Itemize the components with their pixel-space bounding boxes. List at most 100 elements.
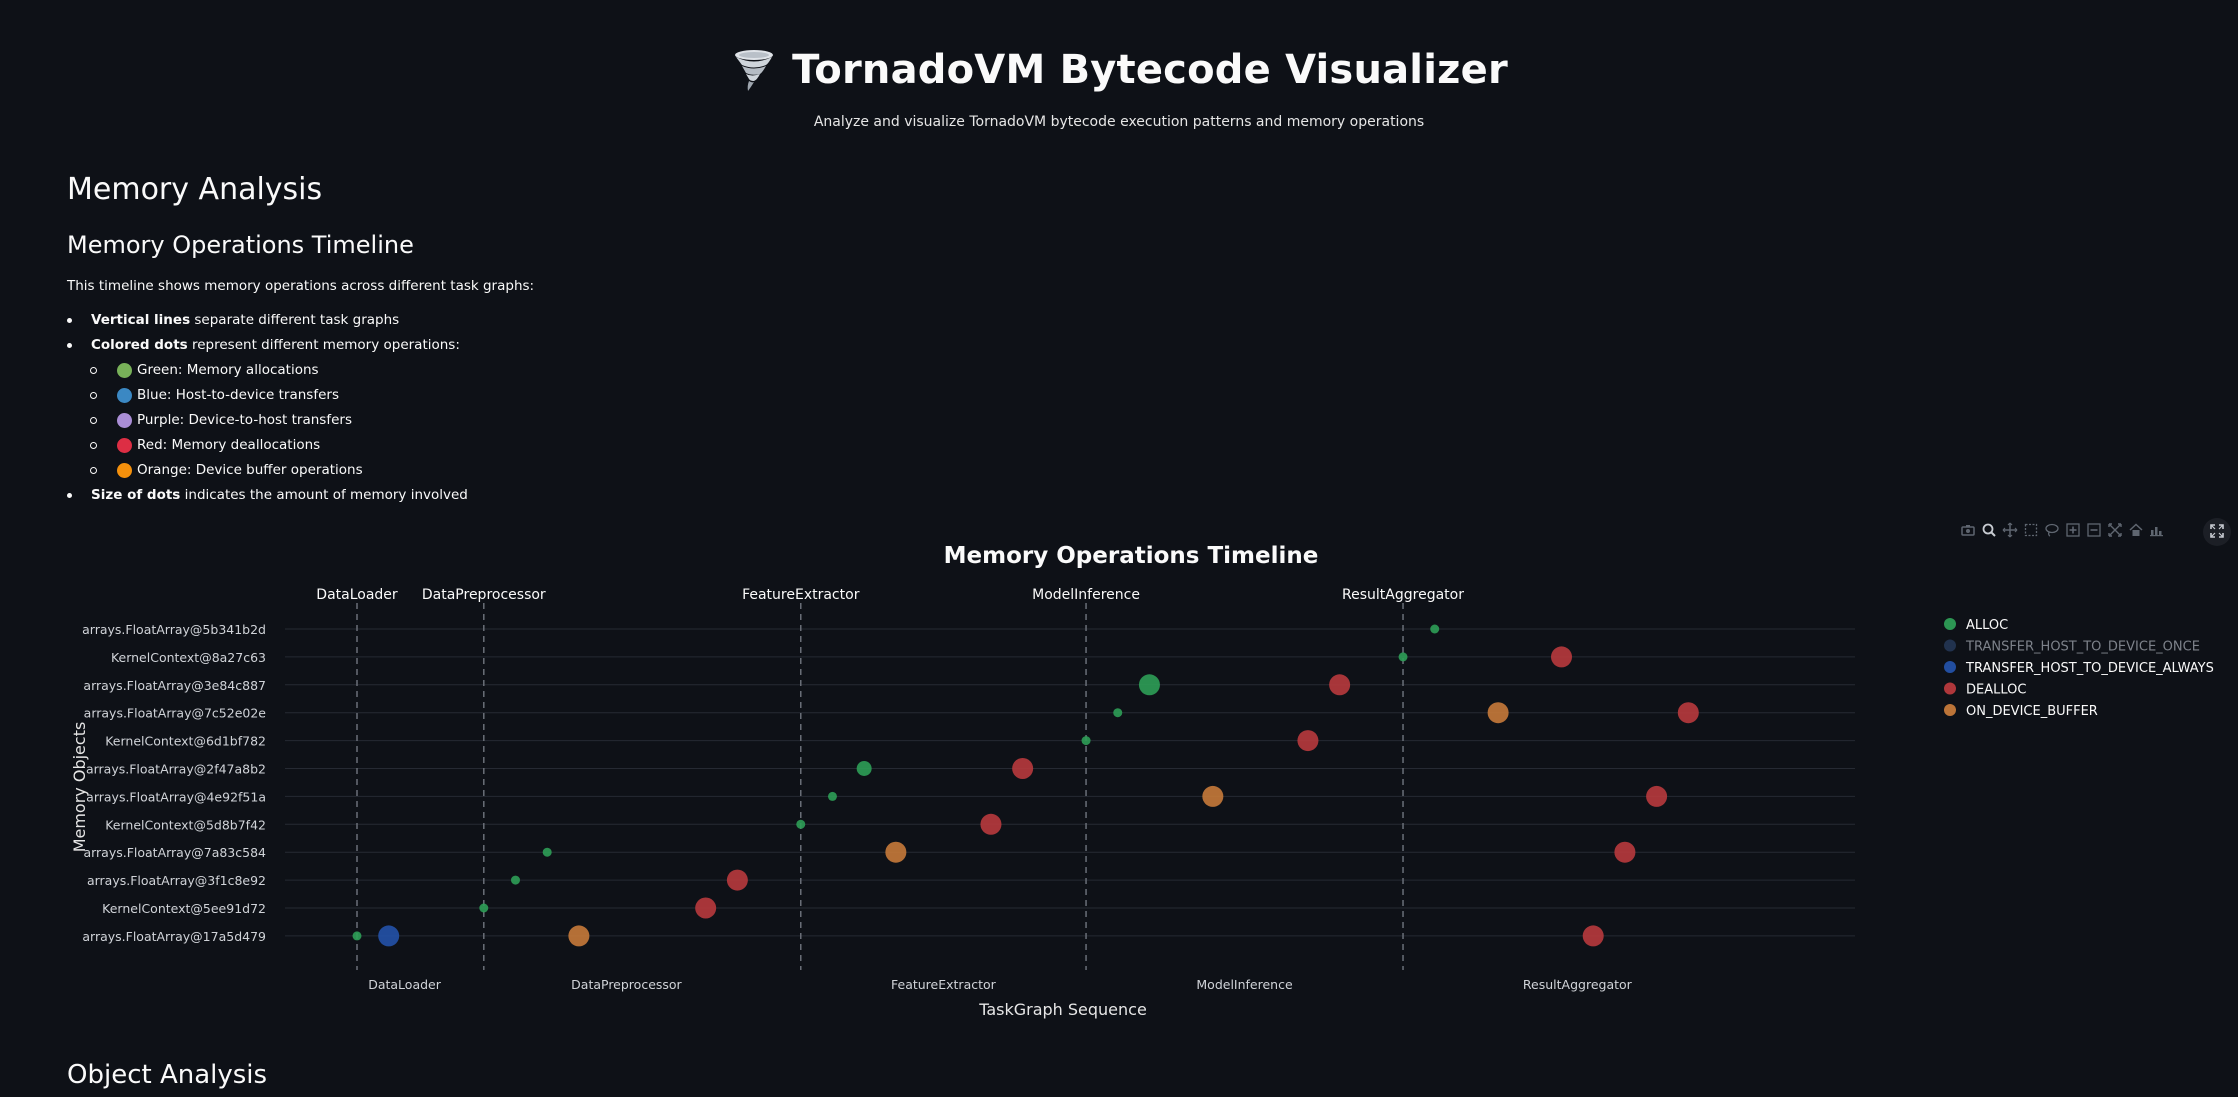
data-point-on-device-buffer[interactable] [568, 925, 590, 947]
x-tick-label: DataPreprocessor [571, 977, 682, 992]
list-item-bold: Size of dots [91, 487, 181, 503]
zoom-out-icon[interactable] [2086, 522, 2102, 538]
legend-label: TRANSFER_HOST_TO_DEVICE_ONCE [1965, 640, 2200, 655]
hollow-bullet-icon [90, 417, 97, 424]
data-point-alloc[interactable] [827, 791, 837, 801]
list-item-text: separate different task graphs [190, 312, 400, 328]
data-point-dealloc[interactable] [1329, 674, 1351, 696]
data-point-alloc[interactable] [1081, 736, 1091, 746]
app-header: TornadoVM Bytecode Visualizer [0, 46, 2238, 94]
bullet-icon [67, 493, 72, 498]
hollow-bullet-icon [90, 392, 97, 399]
taskgraph-label: FeatureExtractor [742, 587, 860, 603]
orange-circle-icon [117, 463, 132, 478]
legend-item[interactable]: DEALLOC [1944, 682, 2026, 698]
purple-circle-icon [117, 413, 132, 428]
chart-title: Memory Operations Timeline [944, 543, 1319, 569]
red-circle-icon [117, 438, 132, 453]
legend-marker [1944, 639, 1956, 652]
y-tick-label: KernelContext@5d8b7f42 [105, 817, 266, 832]
sub-list-item-text: Purple: Device-to-host transfers [137, 412, 352, 428]
sub-list-item-text: Blue: Host-to-device transfers [137, 387, 339, 403]
data-point-dealloc[interactable] [726, 869, 748, 891]
zoom-in-icon[interactable] [2065, 522, 2081, 538]
data-point-transfer-host-to-device-always[interactable] [378, 925, 400, 947]
chart-toolbar [1960, 522, 2165, 538]
app-title: TornadoVM Bytecode Visualizer [792, 47, 1508, 93]
legend-marker [1944, 704, 1956, 716]
pan-icon[interactable] [2002, 522, 2018, 538]
list-item-text: indicates the amount of memory involved [180, 487, 468, 503]
lasso-select-icon[interactable] [2044, 522, 2060, 538]
data-point-on-device-buffer[interactable] [885, 841, 907, 863]
data-point-alloc[interactable] [510, 875, 520, 885]
legend-label: DEALLOC [1966, 683, 2026, 698]
data-point-dealloc[interactable] [1677, 702, 1699, 724]
blue-circle-icon [117, 388, 132, 403]
data-point-alloc[interactable] [1138, 674, 1160, 696]
data-point-on-device-buffer[interactable] [1487, 702, 1509, 724]
tornado-icon [730, 46, 778, 94]
sub-list-item-text: Orange: Device buffer operations [137, 462, 363, 478]
taskgraph-label: ResultAggregator [1342, 587, 1464, 603]
plotly-logo-icon[interactable] [2149, 522, 2165, 538]
y-tick-label: KernelContext@6d1bf782 [105, 734, 266, 749]
legend-item[interactable]: ON_DEVICE_BUFFER [1944, 704, 2098, 719]
data-point-dealloc[interactable] [1582, 925, 1604, 947]
data-point-dealloc[interactable] [1551, 646, 1573, 668]
y-tick-label: KernelContext@8a27c63 [111, 650, 266, 665]
autoscale-icon[interactable] [2107, 522, 2123, 538]
y-tick-label: arrays.FloatArray@4e92f51a [86, 789, 266, 804]
fullscreen-button[interactable] [2203, 518, 2231, 546]
sub-list-item-text: Green: Memory allocations [137, 362, 319, 378]
y-tick-label: arrays.FloatArray@2f47a8b2 [86, 762, 266, 777]
legend-marker [1944, 682, 1956, 695]
x-axis-title: TaskGraph Sequence [978, 1000, 1147, 1019]
data-point-alloc[interactable] [1113, 708, 1123, 718]
y-tick-label: KernelContext@5ee91d72 [102, 901, 266, 916]
y-tick-label: arrays.FloatArray@5b341b2d [82, 622, 266, 637]
section-subheading: Memory Operations Timeline [67, 231, 414, 259]
data-point-dealloc[interactable] [695, 897, 717, 919]
bullet-icon [67, 343, 72, 348]
y-tick-label: arrays.FloatArray@3f1c8e92 [87, 873, 266, 888]
list-item-text: represent different memory operations: [187, 337, 460, 353]
x-tick-label: FeatureExtractor [891, 977, 997, 992]
data-point-alloc[interactable] [352, 931, 362, 941]
legend-item[interactable]: ALLOC [1944, 618, 2008, 633]
data-point-dealloc[interactable] [1646, 785, 1668, 807]
list-item-bold: Vertical lines [91, 312, 191, 328]
data-point-alloc[interactable] [1398, 652, 1408, 662]
x-tick-label: DataLoader [368, 977, 442, 992]
data-point-dealloc[interactable] [1297, 730, 1319, 752]
data-point-dealloc[interactable] [980, 813, 1002, 835]
data-point-alloc[interactable] [1430, 624, 1440, 634]
x-tick-label: ModelInference [1196, 977, 1293, 992]
data-point-on-device-buffer[interactable] [1202, 785, 1224, 807]
y-tick-label: arrays.FloatArray@17a5d479 [82, 929, 266, 944]
camera-icon[interactable] [1960, 522, 1976, 538]
data-point-dealloc[interactable] [1012, 758, 1034, 779]
legend-item[interactable]: TRANSFER_HOST_TO_DEVICE_ALWAYS [1944, 661, 2214, 676]
zoom-icon[interactable] [1981, 522, 1997, 538]
data-point-alloc[interactable] [542, 847, 552, 857]
legend-label: ALLOC [1966, 618, 2008, 633]
list-item-bold: Colored dots [91, 337, 188, 353]
legend-item[interactable]: TRANSFER_HOST_TO_DEVICE_ONCE [1944, 639, 2200, 655]
taskgraph-label: DataPreprocessor [422, 587, 546, 603]
legend-label: TRANSFER_HOST_TO_DEVICE_ALWAYS [1965, 661, 2214, 676]
reset-axes-icon[interactable] [2128, 522, 2144, 538]
data-point-alloc[interactable] [479, 903, 489, 913]
data-point-dealloc[interactable] [1614, 841, 1636, 863]
data-point-alloc[interactable] [796, 819, 806, 829]
data-point-alloc[interactable] [856, 761, 872, 776]
app-subtitle: Analyze and visualize TornadoVM bytecode… [813, 114, 1425, 130]
fullscreen-icon [2210, 523, 2224, 542]
hollow-bullet-icon [90, 367, 97, 374]
section-intro: This timeline shows memory operations ac… [67, 278, 535, 294]
bullet-icon [67, 318, 72, 323]
y-tick-label: arrays.FloatArray@7a83c584 [83, 845, 266, 860]
taskgraph-label: DataLoader [316, 587, 398, 603]
box-select-icon[interactable] [2023, 522, 2039, 538]
